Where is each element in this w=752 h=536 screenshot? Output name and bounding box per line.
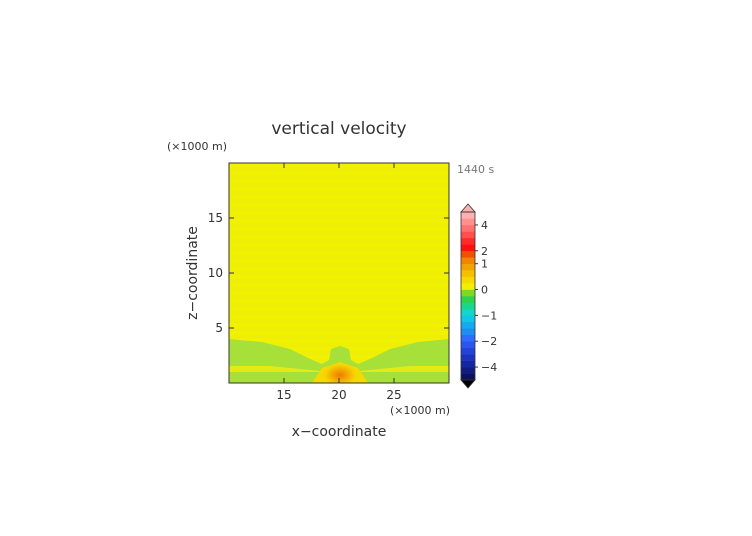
y-axis-ticks: 5 10 15 <box>208 211 449 335</box>
colorbar-band <box>461 373 475 381</box>
colorbar-band <box>461 354 475 361</box>
x-tick-label: 25 <box>386 388 401 402</box>
colorbar-tick-label: 2 <box>481 245 488 258</box>
lower-yellow-gap <box>229 366 449 372</box>
colorbar-band <box>461 218 475 226</box>
colorbar-band <box>461 347 475 355</box>
y-tick-label: 10 <box>208 266 223 280</box>
colorbar-band <box>461 321 475 329</box>
colorbar: 4 21 0 −1 −2 −4 <box>460 203 497 389</box>
updraft-core <box>322 363 358 383</box>
colorbar-band <box>461 244 475 252</box>
colorbar-band <box>461 257 475 264</box>
colorbar-frame <box>460 211 476 381</box>
colorbar-band <box>461 308 475 316</box>
time-label: 1440 s <box>457 163 494 176</box>
plot-area <box>229 163 449 383</box>
y-tick-label: 15 <box>208 211 223 225</box>
colorbar-band <box>461 263 475 271</box>
x-tick-label: 20 <box>331 388 346 402</box>
colorbar-band <box>461 315 475 323</box>
colorbar-band <box>461 231 475 239</box>
colorbar-band <box>461 250 475 258</box>
colorbar-tick-label: 1 <box>481 258 488 271</box>
colorbar-tick-label: −2 <box>481 335 497 348</box>
x-unit-label: (×1000 m) <box>390 404 450 417</box>
y-unit-label: (×1000 m) <box>167 140 227 153</box>
x-axis-label: x−coordinate <box>292 424 387 440</box>
x-axis-ticks: 15 20 25 <box>276 163 402 402</box>
colorbar-band <box>461 360 475 368</box>
colorbar-band <box>461 341 475 348</box>
colorbar-band <box>461 212 475 219</box>
x-tick-label: 15 <box>276 388 291 402</box>
colorbar-tick-label: −4 <box>481 361 497 374</box>
colorbar-tick-label: −1 <box>481 309 497 322</box>
colorbar-band <box>461 224 475 232</box>
y-tick-label: 5 <box>215 321 223 335</box>
colorbar-tick-label: 0 <box>481 284 488 297</box>
colorbar-band <box>461 302 475 310</box>
colorbar-min-extension <box>460 379 476 389</box>
colorbar-band <box>461 334 475 342</box>
colorbar-band <box>461 237 475 245</box>
colorbar-max-extension <box>460 203 476 213</box>
colorbar-band <box>461 296 475 303</box>
colorbar-band <box>461 328 475 336</box>
colorbar-band <box>461 289 475 297</box>
colorbar-band <box>461 270 475 277</box>
colorbar-tick-label: 4 <box>481 219 488 232</box>
colorbar-band <box>461 367 475 374</box>
colorbar-band <box>461 276 475 284</box>
y-axis-label: z−coordinate <box>185 226 201 320</box>
chart-title: vertical velocity <box>271 119 406 139</box>
colorbar-band <box>461 283 475 290</box>
